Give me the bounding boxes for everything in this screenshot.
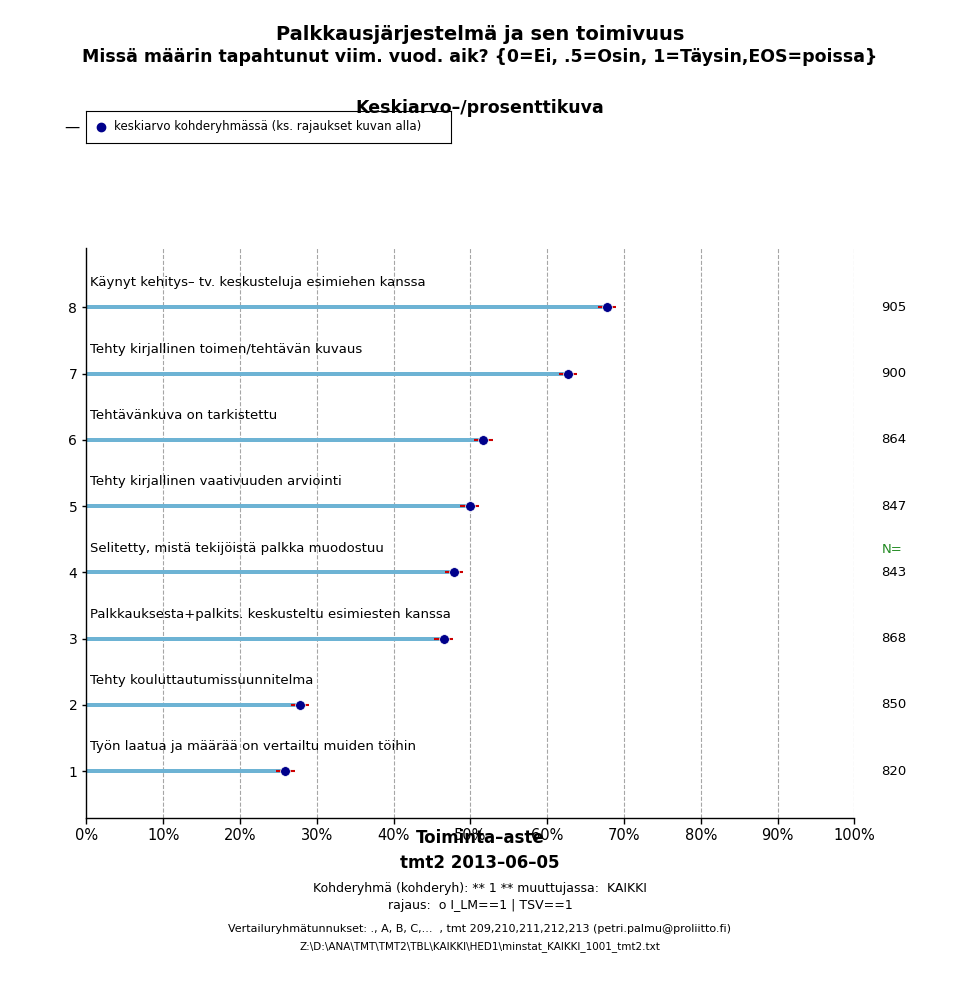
Text: Tehty kouluttautumissuunnitelma: Tehty kouluttautumissuunnitelma [90,674,314,687]
Bar [86,571,454,575]
Text: 864: 864 [881,433,906,446]
Text: Työn laatua ja määrää on vertailtu muiden töihin: Työn laatua ja määrää on vertailtu muide… [90,740,417,753]
Text: 843: 843 [881,566,906,579]
Text: Keskiarvo–/prosenttikuva: Keskiarvo–/prosenttikuva [355,99,605,117]
Text: Missä määrin tapahtunut viim. vuod. aik? {0=Ei, .5=Osin, 1=Täysin,EOS=poissa}: Missä määrin tapahtunut viim. vuod. aik?… [83,48,877,65]
Text: Palkkausjärjestelmä ja sen toimivuus: Palkkausjärjestelmä ja sen toimivuus [276,25,684,44]
Text: Palkkauksesta+palkits. keskusteltu esimiesten kanssa: Palkkauksesta+palkits. keskusteltu esimi… [90,607,451,620]
Text: Selitetty, mistä tekijöistä palkka muodostuu: Selitetty, mistä tekijöistä palkka muodo… [90,541,384,555]
Text: 868: 868 [881,632,906,645]
Bar [86,438,484,442]
Text: Kohderyhmä (kohderyh): ** 1 ** muuttujassa:  KAIKKI: Kohderyhmä (kohderyh): ** 1 ** muuttujas… [313,882,647,895]
Text: 900: 900 [881,367,906,381]
Text: N=: N= [881,543,902,556]
Bar [86,504,469,508]
Text: Vertailuryhmätunnukset: ., A, B, C,...  , tmt 209,210,211,212,213 (petri.palmu@p: Vertailuryhmätunnukset: ., A, B, C,... ,… [228,924,732,934]
Text: 820: 820 [881,765,906,778]
Text: Tehty kirjallinen vaativuuden arviointi: Tehty kirjallinen vaativuuden arviointi [90,476,342,489]
Text: Z:\D:\ANA\TMT\TMT2\TBL\KAIKKI\HED1\minstat_KAIKKI_1001_tmt2.txt: Z:\D:\ANA\TMT\TMT2\TBL\KAIKKI\HED1\minst… [300,941,660,952]
Bar [86,636,444,640]
Text: Käynyt kehitys– tv. keskusteluja esimiehen kanssa: Käynyt kehitys– tv. keskusteluja esimieh… [90,276,426,289]
Text: 847: 847 [881,499,906,512]
Text: rajaus:  o I_LM==1 | TSV==1: rajaus: o I_LM==1 | TSV==1 [388,899,572,912]
Bar [86,372,568,376]
Text: 850: 850 [881,699,906,712]
Bar [86,703,300,707]
Text: 905: 905 [881,301,906,314]
Text: keskiarvo kohderyhmässä (ks. rajaukset kuvan alla): keskiarvo kohderyhmässä (ks. rajaukset k… [113,120,421,134]
Text: —: — [64,119,80,135]
Text: Tehty kirjallinen toimen/tehtävän kuvaus: Tehty kirjallinen toimen/tehtävän kuvaus [90,343,363,356]
Text: Toiminta–aste
tmt2 2013–06–05: Toiminta–aste tmt2 2013–06–05 [400,829,560,872]
Text: Tehtävänkuva on tarkistettu: Tehtävänkuva on tarkistettu [90,409,277,422]
Bar [86,769,285,773]
Bar [86,305,607,309]
